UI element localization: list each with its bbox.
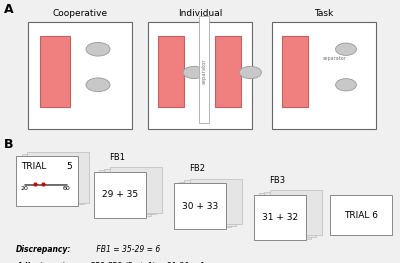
Text: FB1 = 35-29 = 6: FB1 = 35-29 = 6	[94, 245, 160, 254]
Text: Individual: Individual	[178, 9, 222, 18]
Text: B: B	[4, 138, 14, 151]
Text: FB3: FB3	[270, 176, 286, 185]
Bar	[110, 167, 162, 213]
Bar	[270, 190, 322, 235]
Text: Discrepancy:: Discrepancy:	[16, 245, 71, 254]
Text: Task: Task	[314, 9, 334, 18]
Text: FB3-FB2 (Part. 1) = 31-30 = 1: FB3-FB2 (Part. 1) = 31-30 = 1	[88, 262, 205, 263]
Bar	[215, 36, 241, 107]
Text: 31 + 32: 31 + 32	[262, 213, 298, 222]
Bar	[254, 195, 306, 240]
Bar	[27, 152, 89, 203]
Ellipse shape	[239, 66, 262, 79]
Bar	[184, 180, 236, 226]
Bar	[199, 16, 209, 123]
Ellipse shape	[336, 43, 356, 55]
Text: 60: 60	[63, 186, 71, 191]
Bar	[190, 179, 242, 224]
Ellipse shape	[336, 79, 356, 91]
Text: 20: 20	[21, 186, 29, 191]
Text: 30 + 33: 30 + 33	[182, 202, 218, 211]
Bar	[158, 36, 184, 107]
Bar	[16, 156, 78, 206]
Bar	[272, 22, 376, 129]
Text: FB1: FB1	[110, 153, 126, 162]
Text: Cooperative: Cooperative	[52, 9, 108, 18]
Bar	[22, 154, 84, 204]
Bar	[259, 193, 311, 239]
Bar	[104, 169, 156, 214]
Text: 29 + 35: 29 + 35	[102, 190, 138, 199]
Bar	[330, 195, 392, 235]
Bar	[179, 182, 231, 227]
Text: TRIAL: TRIAL	[21, 162, 46, 171]
Bar	[28, 22, 132, 129]
Text: TRIAL 6: TRIAL 6	[344, 210, 378, 220]
Bar	[40, 36, 70, 107]
Text: separator: separator	[323, 56, 347, 61]
Text: A: A	[4, 3, 14, 16]
Bar	[94, 172, 146, 218]
Text: 5: 5	[66, 162, 72, 171]
Bar	[148, 22, 252, 129]
Bar	[264, 191, 316, 237]
Ellipse shape	[183, 66, 205, 79]
Text: Adjustment:: Adjustment:	[16, 262, 68, 263]
Ellipse shape	[86, 78, 110, 92]
Bar	[99, 170, 151, 216]
Text: FB2: FB2	[190, 164, 206, 174]
Bar	[174, 184, 226, 229]
Ellipse shape	[86, 42, 110, 56]
Text: separator: separator	[202, 58, 206, 84]
Bar	[282, 36, 308, 107]
